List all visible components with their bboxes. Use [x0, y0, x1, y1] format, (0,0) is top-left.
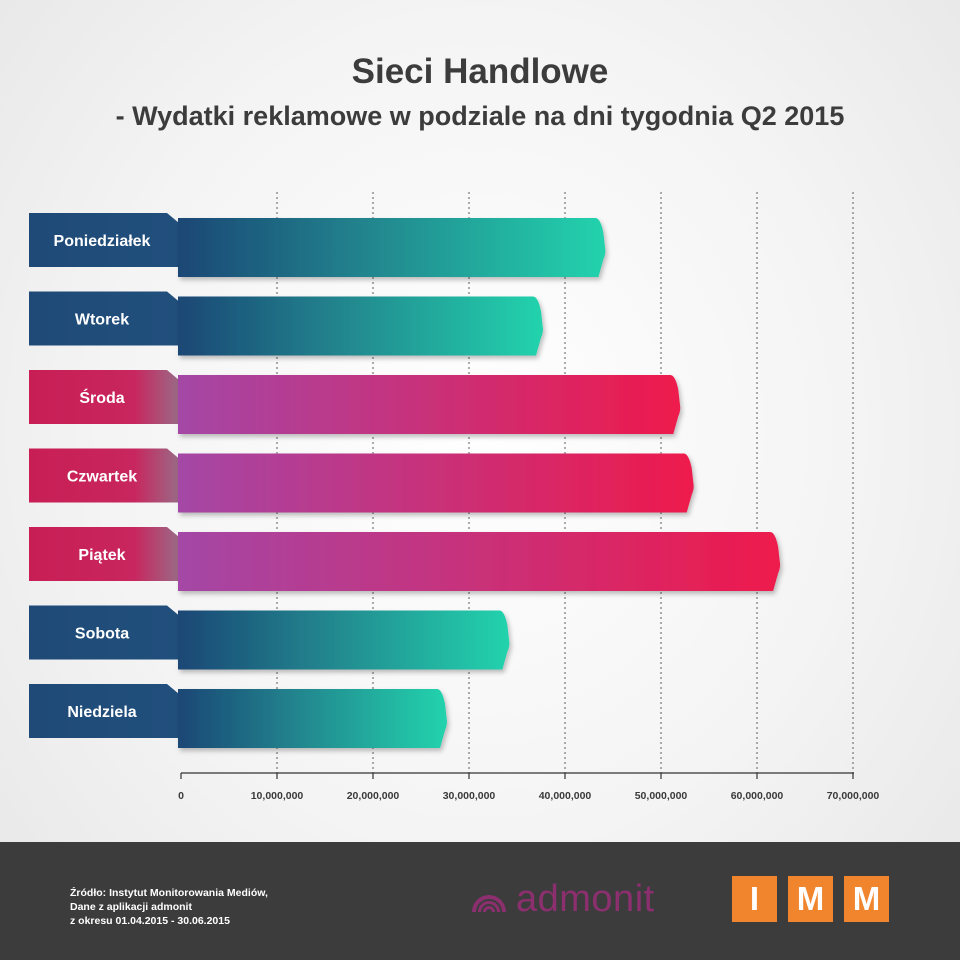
- x-tick-label: 60,000,000: [731, 790, 784, 802]
- category-label-tab: [29, 370, 179, 424]
- bar-row: Czwartek: [29, 448, 694, 513]
- bar: [178, 218, 606, 277]
- bar: [178, 689, 447, 748]
- category-label: Sobota: [75, 626, 129, 643]
- source-line: z okresu 01.04.2015 - 30.06.2015: [70, 915, 230, 927]
- source-line: Źródło: Instytut Monitorowania Mediów,: [70, 887, 268, 899]
- x-tick-label: 70,000,000: [827, 790, 880, 802]
- category-label-tab: [29, 448, 179, 503]
- x-tick-label: 10,000,000: [251, 790, 304, 802]
- bar-row: Poniedziałek: [29, 213, 606, 277]
- category-label-tab: [29, 213, 179, 267]
- bar-row: Sobota: [29, 605, 510, 670]
- x-tick-label: 0: [178, 790, 184, 802]
- category-label-tab: [29, 291, 179, 346]
- category-label-tab: [29, 684, 179, 738]
- bar-row: Piątek: [29, 527, 781, 591]
- bars: Poniedziałek Wtorek Środa Czwartek Piątek Sob…: [29, 213, 781, 748]
- bar: [178, 610, 510, 670]
- imm-letter: M: [844, 876, 889, 922]
- source-line: Dane z aplikacji admonit: [70, 901, 192, 913]
- bar: [178, 453, 694, 513]
- category-label-tab: [29, 605, 179, 660]
- bar-row: Niedziela: [29, 684, 447, 748]
- x-axis: 0 10,000,000 20,000,000 30,000,000 40,000,00…: [178, 772, 880, 802]
- category-label: Piątek: [78, 547, 125, 564]
- chart-title: Sieci Handlowe: [351, 52, 609, 91]
- bar: [178, 532, 781, 591]
- admonit-shell-icon: [472, 895, 506, 915]
- source-note: Źródło: Instytut Monitorowania Mediów, D…: [70, 886, 268, 928]
- bar-row: Środa: [29, 370, 681, 434]
- bar: [178, 375, 681, 434]
- imm-letter: M: [788, 876, 833, 922]
- bar-chart: 0 10,000,000 20,000,000 30,000,000 40,000,00…: [29, 192, 880, 802]
- x-tick-label: 40,000,000: [539, 790, 592, 802]
- imm-logo: I M M: [732, 876, 892, 924]
- imm-letter: I: [732, 876, 777, 922]
- bar-row: Wtorek: [29, 291, 543, 356]
- x-tick-label: 20,000,000: [347, 790, 400, 802]
- chart-subtitle: - Wydatki reklamowe w podziale na dni ty…: [115, 101, 845, 131]
- category-label: Środa: [79, 388, 124, 407]
- category-label-tab: [29, 527, 179, 581]
- category-label: Poniedziałek: [54, 233, 151, 250]
- category-label: Wtorek: [75, 312, 129, 329]
- x-tick-label: 30,000,000: [443, 790, 496, 802]
- category-label: Czwartek: [67, 469, 137, 486]
- admonit-wordmark: admonit: [516, 878, 655, 920]
- category-label: Niedziela: [67, 704, 136, 721]
- x-tick-label: 50,000,000: [635, 790, 688, 802]
- admonit-logo: admonit: [468, 878, 688, 922]
- bar: [178, 296, 543, 356]
- footer: Źródło: Instytut Monitorowania Mediów, D…: [0, 842, 960, 960]
